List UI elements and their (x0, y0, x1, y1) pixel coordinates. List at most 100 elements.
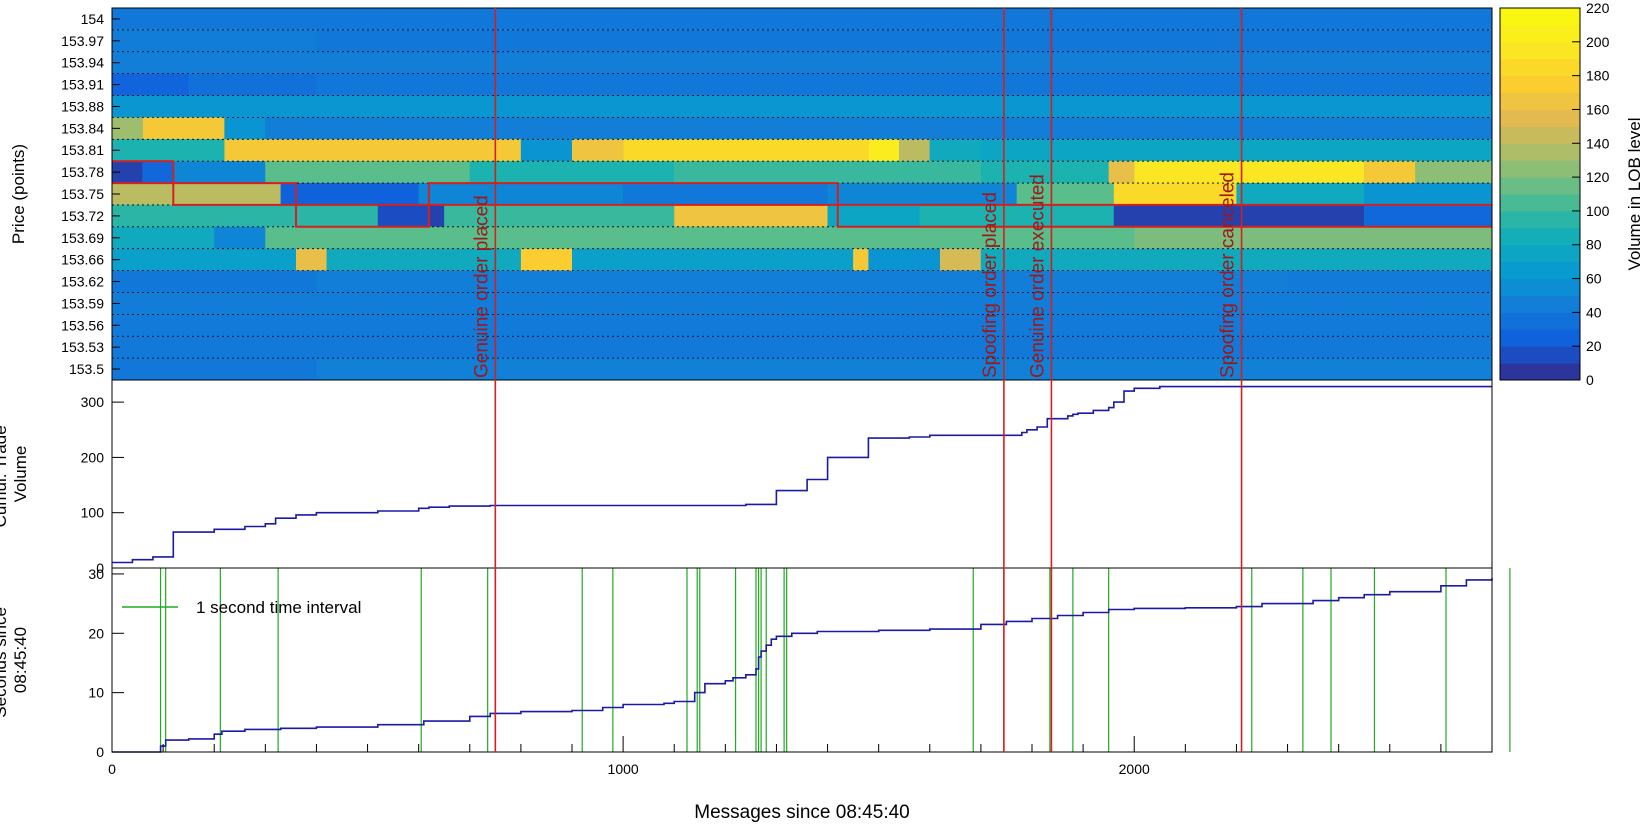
heatmap-row-bg (112, 8, 1492, 30)
heatmap-cell (520, 139, 572, 162)
colorbar-band (1500, 75, 1580, 94)
heatmap-cell (112, 292, 1492, 315)
trade-volume-line (112, 385, 1492, 564)
colorbar-tick-label: 40 (1586, 304, 1602, 320)
price-tick-label: 153.75 (61, 186, 104, 202)
heatmap-cell (377, 204, 429, 227)
order-outline-top (112, 160, 1492, 206)
seconds-y-ticks: 0 10 20 30 (88, 566, 124, 760)
price-tick-label: 153.81 (61, 142, 104, 158)
colorbar-band (1500, 24, 1580, 43)
heatmap-cell (265, 161, 470, 184)
heatmap-cell (899, 139, 930, 162)
colorbar-tick-label: 100 (1586, 203, 1610, 219)
colorbar-tick-label: 120 (1586, 169, 1610, 185)
heatmap-cell (280, 183, 419, 205)
colorbar-band (1500, 177, 1580, 195)
colorbar-tick-label: 220 (1586, 0, 1610, 16)
price-tick-label: 153.91 (61, 77, 104, 93)
x-tick-label: 0 (108, 761, 116, 777)
colorbar-tick-label: 200 (1586, 34, 1610, 50)
heatmap-cell (1134, 161, 1365, 184)
heatmap-cell (940, 248, 981, 271)
colorbar-band (1500, 109, 1580, 127)
seconds-tick-label: 30 (88, 566, 104, 582)
heatmap-cell (112, 248, 296, 271)
seconds-panel: 0 10 20 30 0 1000 2000 1 second time interval… (0, 566, 1511, 823)
heatmap-cell (572, 248, 854, 271)
heatmap-cell (188, 73, 317, 96)
colorbar-band (1500, 194, 1580, 212)
heatmap-cell (112, 51, 1492, 74)
heatmap-cell (142, 161, 174, 184)
legend-label: 1 second time interval (196, 598, 361, 617)
seconds-ylabel-line2: 08:45:40 (11, 627, 30, 693)
price-tick-label: 153.94 (61, 55, 104, 71)
event-label: Spoofing order canceled (1218, 172, 1239, 378)
colorbar-band (1500, 278, 1580, 296)
heatmap-cell (674, 161, 981, 184)
price-tick-label: 153.59 (61, 295, 104, 311)
price-tick-label: 153.78 (61, 164, 104, 180)
colorbar-tick-label: 0 (1586, 372, 1594, 388)
heatmap-cell (224, 117, 266, 140)
seconds-frame (111, 567, 1493, 753)
volume-y-ticks: 0 100 200 300 (81, 394, 124, 576)
price-tick-label: 153.97 (61, 33, 104, 49)
colorbar-band (1500, 41, 1580, 60)
heatmap-cell (112, 117, 143, 140)
colorbar-tick-label: 160 (1586, 101, 1610, 117)
colorbar-tick-label: 140 (1586, 135, 1610, 151)
heatmap-cell (919, 204, 1114, 227)
colorbar-ticks: 0 20 40 60 80 100 120 140 160 180 200 220 (1572, 0, 1610, 388)
heatmap-cell (173, 161, 266, 184)
colorbar-band (1500, 261, 1580, 280)
price-tick-label: 154 (81, 11, 105, 27)
colorbar-tick-label: 180 (1586, 68, 1610, 84)
seconds-bg (112, 568, 1492, 752)
event-label: Genuine order executed (1027, 174, 1048, 378)
trade-volume-panel: 0 100 200 300 Cumul. Trade Volume (0, 379, 1493, 576)
volume-tick-label: 200 (81, 449, 105, 465)
heatmap-cell (112, 73, 189, 96)
heatmap-cell (112, 314, 1492, 337)
heatmap-cell (623, 183, 828, 205)
heatmap-cell (316, 73, 1492, 96)
colorbar-band (1500, 143, 1580, 161)
colorbar-tick-label: 60 (1586, 271, 1602, 287)
heatmap-cell (112, 358, 317, 380)
volume-tick-label: 300 (81, 394, 105, 410)
heatmap-cell (1364, 161, 1416, 184)
heatmap-cell (112, 95, 1492, 118)
heatmap-cell (265, 117, 1492, 140)
heatmap-cell (1113, 204, 1365, 227)
heatmap-cell (469, 161, 675, 184)
heatmap-cell (265, 226, 1135, 249)
heatmap-cell (224, 139, 521, 162)
seconds-ylabel-line1: Seconds since (0, 607, 10, 718)
seconds-tick-label: 0 (96, 744, 104, 760)
heatmap-cell (428, 204, 445, 227)
heatmap-cell (1108, 161, 1135, 184)
legend: 1 second time interval (122, 598, 361, 617)
colorbar-label: Volume in LOB level (1625, 117, 1644, 270)
colorbar-tick-label: 20 (1586, 338, 1602, 354)
heatmap-cell (1016, 183, 1114, 205)
volume-bg (112, 380, 1492, 568)
x-tick-label: 1000 (608, 761, 639, 777)
heatmap-cell (1113, 183, 1237, 205)
event-annotations: Genuine order placed Spoofing order place… (471, 8, 1243, 752)
heatmap-cell (316, 270, 1288, 293)
heatmap-cell (853, 248, 869, 271)
colorbar-band (1500, 160, 1580, 178)
heatmap-cell (296, 248, 327, 271)
heatmap-cell (980, 139, 1492, 162)
heatmap-cell (418, 183, 624, 205)
heatmap-cell (1134, 226, 1492, 249)
heatmap-cell (1364, 183, 1492, 205)
colorbar-band (1500, 312, 1580, 330)
volume-tick-label: 0 (96, 560, 104, 576)
price-tick-label: 153.69 (61, 230, 104, 246)
volume-ylabel-line2: Volume (11, 446, 30, 503)
